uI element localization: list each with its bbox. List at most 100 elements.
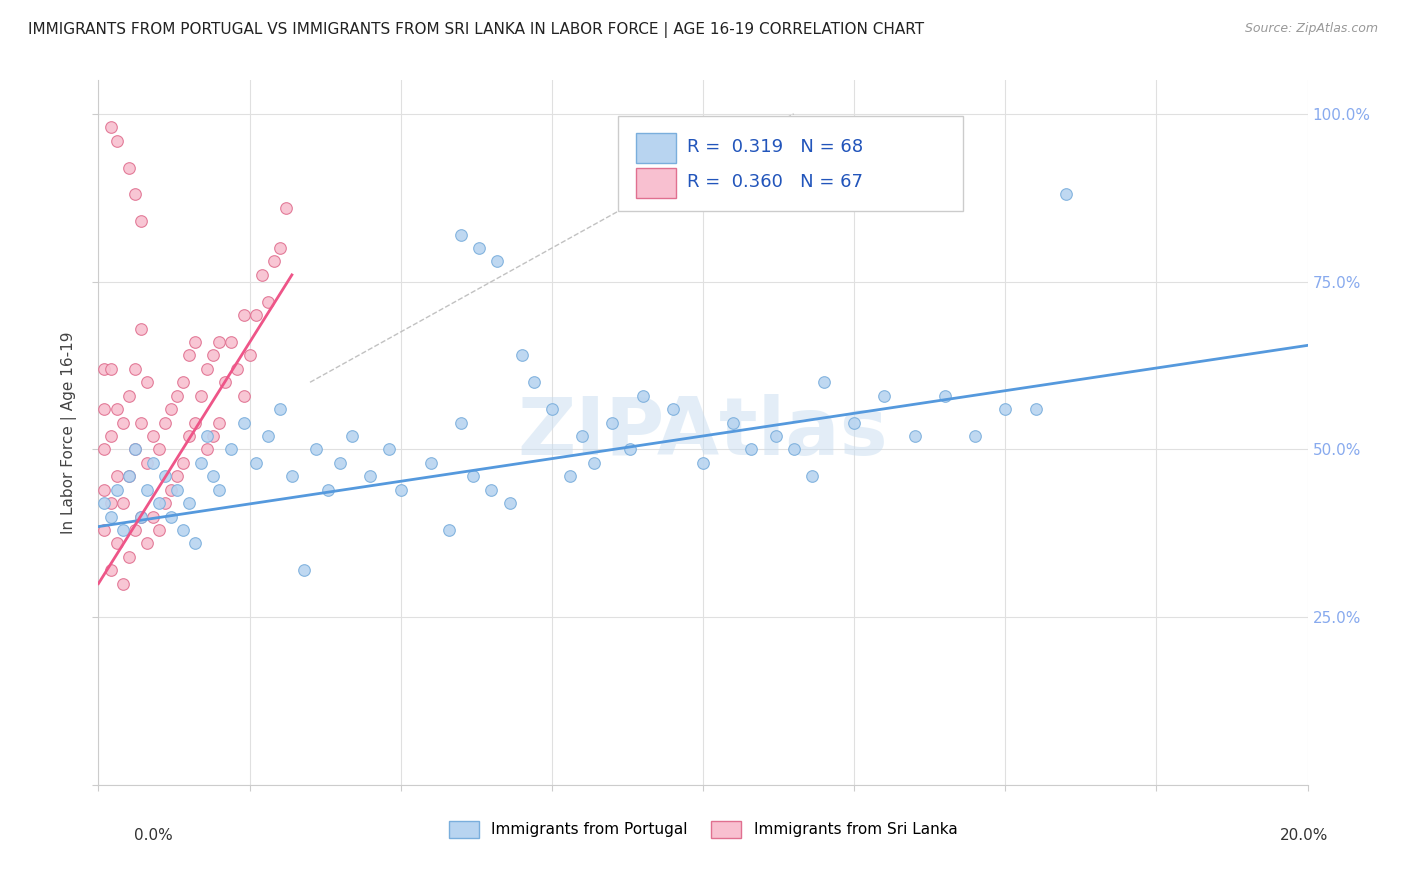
Point <box>202 429 225 443</box>
Point <box>602 416 624 430</box>
Point <box>100 509 122 524</box>
Point <box>740 442 762 457</box>
Point <box>450 416 472 430</box>
Point <box>481 483 503 497</box>
Point <box>111 576 134 591</box>
Point <box>873 389 896 403</box>
Point <box>135 536 157 550</box>
Text: 20.0%: 20.0% <box>1281 828 1329 843</box>
Point <box>166 389 188 403</box>
Text: IMMIGRANTS FROM PORTUGAL VS IMMIGRANTS FROM SRI LANKA IN LABOR FORCE | AGE 16-19: IMMIGRANTS FROM PORTUGAL VS IMMIGRANTS F… <box>28 22 924 38</box>
Point <box>232 389 254 403</box>
Point <box>813 376 835 390</box>
Text: R =  0.319   N = 68: R = 0.319 N = 68 <box>688 138 863 156</box>
Point <box>274 201 297 215</box>
Point <box>377 442 399 457</box>
Point <box>468 241 491 255</box>
Point <box>245 308 267 322</box>
Point <box>124 362 146 376</box>
Point <box>558 469 581 483</box>
Point <box>118 161 141 175</box>
Point <box>129 509 152 524</box>
Point <box>269 402 291 417</box>
Point <box>160 402 183 417</box>
Point <box>360 469 382 483</box>
Point <box>190 389 212 403</box>
Point <box>184 334 207 349</box>
Point <box>723 416 745 430</box>
Point <box>105 134 128 148</box>
Point <box>105 483 128 497</box>
Legend: Immigrants from Portugal, Immigrants from Sri Lanka: Immigrants from Portugal, Immigrants fro… <box>443 814 963 844</box>
Point <box>437 523 460 537</box>
Point <box>221 442 243 457</box>
Point <box>172 376 194 390</box>
Point <box>160 483 183 497</box>
Point <box>100 362 122 376</box>
Point <box>208 483 231 497</box>
Point <box>934 389 956 403</box>
Point <box>124 442 146 457</box>
FancyBboxPatch shape <box>637 169 676 198</box>
Point <box>498 496 520 510</box>
Point <box>111 496 134 510</box>
Point <box>153 416 176 430</box>
Point <box>281 469 304 483</box>
FancyBboxPatch shape <box>619 116 963 211</box>
Point <box>93 442 115 457</box>
Point <box>420 456 443 470</box>
Point <box>221 334 243 349</box>
Point <box>523 376 546 390</box>
FancyBboxPatch shape <box>637 133 676 162</box>
Point <box>765 429 787 443</box>
Point <box>93 483 115 497</box>
Point <box>783 442 806 457</box>
Point <box>105 469 128 483</box>
Point <box>389 483 412 497</box>
Point <box>100 563 122 577</box>
Point <box>93 523 115 537</box>
Point <box>1024 402 1046 417</box>
Point <box>329 456 352 470</box>
Point <box>450 227 472 242</box>
Point <box>105 402 128 417</box>
Point <box>202 469 225 483</box>
Point <box>172 456 194 470</box>
Point <box>571 429 593 443</box>
Point <box>250 268 273 282</box>
Point <box>153 469 176 483</box>
Point <box>904 429 927 443</box>
Point <box>292 563 315 577</box>
Point <box>118 469 141 483</box>
Point <box>129 214 152 228</box>
Point <box>111 416 134 430</box>
Point <box>661 402 683 417</box>
Point <box>342 429 364 443</box>
Point <box>160 509 183 524</box>
Point <box>619 442 641 457</box>
Point <box>208 334 231 349</box>
Point <box>692 456 714 470</box>
Point <box>118 549 141 564</box>
Point <box>583 456 606 470</box>
Point <box>124 442 146 457</box>
Point <box>93 496 115 510</box>
Point <box>965 429 987 443</box>
Point <box>129 509 152 524</box>
Point <box>166 483 188 497</box>
Text: Source: ZipAtlas.com: Source: ZipAtlas.com <box>1244 22 1378 36</box>
Point <box>208 416 231 430</box>
Point <box>105 536 128 550</box>
Point <box>195 442 218 457</box>
Point <box>118 469 141 483</box>
Point <box>239 348 262 362</box>
Point <box>129 416 152 430</box>
Point <box>256 294 278 309</box>
Text: R =  0.360   N = 67: R = 0.360 N = 67 <box>688 173 863 192</box>
Point <box>256 429 278 443</box>
Point <box>148 442 170 457</box>
Point <box>166 469 188 483</box>
Point <box>486 254 509 268</box>
Point <box>124 187 146 202</box>
Point <box>129 321 152 335</box>
